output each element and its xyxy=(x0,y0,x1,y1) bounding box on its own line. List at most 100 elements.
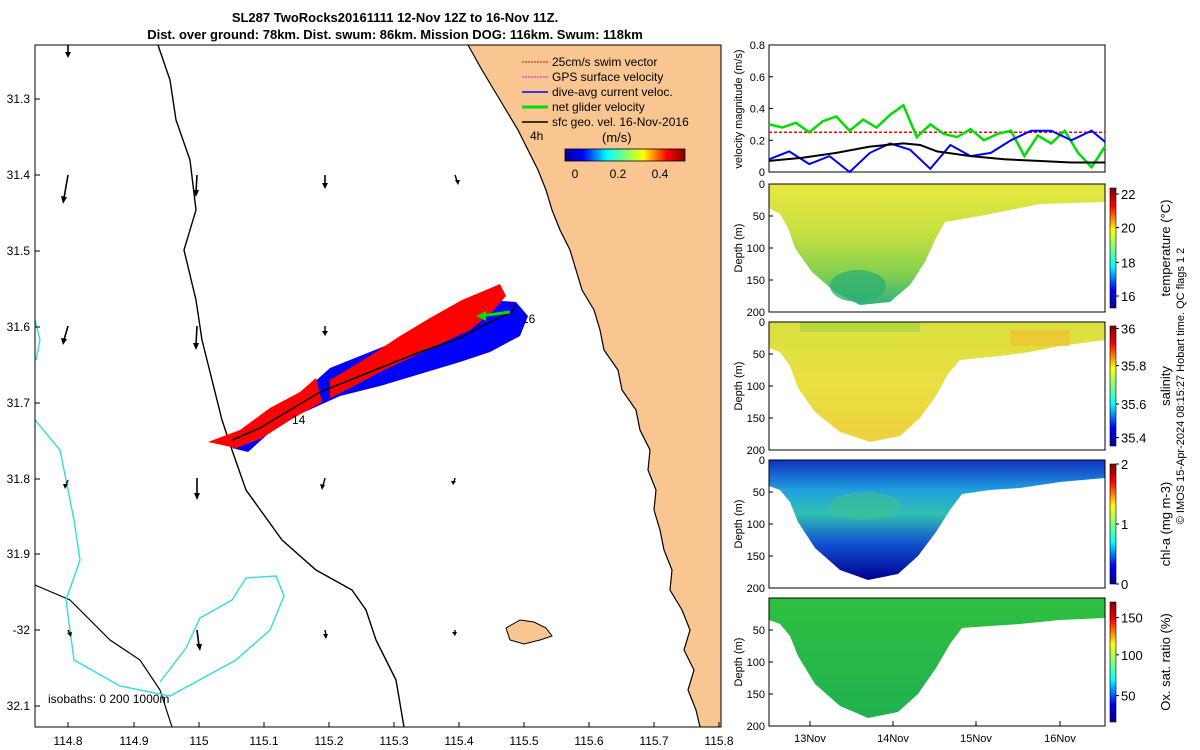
chla-colorbar-label: chl-a (mg m-3) xyxy=(1158,482,1173,567)
map-x-tick-label: 114.9 xyxy=(119,734,148,748)
chla-colorbar xyxy=(1109,463,1117,585)
map-y-tick-label: 31.3 xyxy=(7,92,31,106)
colorbar-tick-label: 35.6 xyxy=(1121,397,1146,412)
oxygen-colorbar xyxy=(1109,601,1117,723)
velocity-line-dive-avg-current-veloc- xyxy=(768,129,1106,174)
isobath-shallow xyxy=(157,45,405,727)
map-frame xyxy=(34,44,722,728)
salinity-high-patch xyxy=(1010,330,1070,346)
velocity-panel: 0 0.2 0.4 0.6 0.8 velocity magnitude (m/s) xyxy=(733,40,1107,179)
legend-label-swim: 25cm/s swim vector xyxy=(552,55,657,69)
section-y-tick-label: 0 xyxy=(759,317,765,329)
figure-title-line1: SL287 TwoRocks20161111 12-Nov 12Z to 16-… xyxy=(231,10,559,25)
salinity-colorbar xyxy=(1109,325,1117,447)
legend-label-gps: GPS surface velocity xyxy=(552,70,663,84)
map-x-tick-label: 115 xyxy=(189,734,208,748)
geo-arrow xyxy=(194,478,200,500)
geo-arrow xyxy=(454,174,460,185)
colorbar-units: (m/s) xyxy=(602,130,632,145)
salinity-colorbar-label: salinity xyxy=(1158,366,1173,406)
geo-arrow xyxy=(322,326,328,336)
time-axis: 13Nov 14Nov 15Nov 16Nov xyxy=(794,721,1076,745)
velocity-y-ticks: 0 0.2 0.4 0.6 0.8 xyxy=(750,40,773,179)
land-area xyxy=(468,45,721,727)
colorbar-tick-label: 35.8 xyxy=(1121,359,1146,374)
temperature-cool-patch xyxy=(830,270,886,302)
time-tick-label: 14Nov xyxy=(877,733,909,745)
glider-path xyxy=(231,303,517,441)
geo-arrow xyxy=(193,325,199,350)
velocity-y-tick-label: 0 xyxy=(759,167,765,179)
isobath-deep-west xyxy=(35,584,173,727)
map-x-tick-label: 114.8 xyxy=(53,734,82,748)
velocity-line-net-glider-velocity xyxy=(768,103,1107,170)
temperature-colorbar xyxy=(1109,187,1117,309)
section-y-tick-label: 100 xyxy=(747,381,765,393)
footer-timestamp: © IMOS 15-Apr-2024 08:15:27 Hobart time.… xyxy=(1175,248,1187,525)
section-ylabel: Depth (m) xyxy=(733,638,745,687)
map-y-tick-label: 32.1 xyxy=(7,699,31,713)
section-y-tick-label: 200 xyxy=(747,721,765,733)
geo-arrow xyxy=(320,477,326,490)
day-label-16: 16 xyxy=(522,312,536,326)
isobaths-note: isobaths: 0 200 1000m xyxy=(48,692,169,706)
section-y-tick-label: 150 xyxy=(747,413,765,425)
colorbar-tick-label: 35.4 xyxy=(1121,431,1146,446)
colorbar-tick-label: 20 xyxy=(1121,221,1135,236)
temperature-colorbar-label: temperature (°C) xyxy=(1158,200,1173,297)
map-x-tick-label: 115.6 xyxy=(574,734,603,748)
map-x-tick-label: 115.1 xyxy=(249,734,278,748)
geo-arrow xyxy=(196,629,202,651)
colorbar-tick: 0 xyxy=(572,167,579,181)
colorbar-tick-label: 18 xyxy=(1121,255,1135,270)
oxygen-section xyxy=(769,598,1105,718)
rottnest-island xyxy=(505,619,553,645)
velocity-y-tick-label: 0.6 xyxy=(750,72,765,84)
colorbar-tick: 0.2 xyxy=(610,167,627,181)
map-y-tick-label: 31.9 xyxy=(7,547,31,561)
time-tick-label: 13Nov xyxy=(794,733,826,745)
map-x-ticks: 114.8 114.9 115 115.1 115.2 115.3 115.4 115.5 11… xyxy=(53,722,734,748)
geo-arrow xyxy=(61,174,69,204)
section-y-tick-label: 150 xyxy=(747,551,765,563)
colorbar-tick-label: 1 xyxy=(1121,517,1128,532)
map-x-tick-label: 115.2 xyxy=(314,734,343,748)
speed-colorbar: (m/s) 0 0.2 0.4 xyxy=(564,130,686,181)
section-y-tick-label: 200 xyxy=(747,583,765,595)
oxygen-colorbar-label: Ox. sat. ratio (%) xyxy=(1158,613,1173,711)
map-y-tick-label: 31.6 xyxy=(7,320,31,334)
section-y-tick-label: 0 xyxy=(759,455,765,467)
velocity-frame xyxy=(768,44,1106,173)
chla-panel xyxy=(768,459,1106,589)
colorbar-tick: 0.4 xyxy=(652,167,669,181)
time-tick-label: 16Nov xyxy=(1044,733,1076,745)
geo-arrow xyxy=(452,630,457,636)
section-ylabel: Depth (m) xyxy=(733,500,745,549)
swim-vectors-band xyxy=(208,284,506,448)
day-label-14: 14 xyxy=(292,413,306,427)
velocity-y-tick-label: 0.8 xyxy=(750,40,765,52)
velocity-series xyxy=(768,103,1107,174)
section-ylabel: Depth (m) xyxy=(733,362,745,411)
velocity-ylabel: velocity magnitude (m/s) xyxy=(733,49,745,168)
legend-item-gps: GPS surface velocity xyxy=(522,70,663,84)
geostrophic-arrows xyxy=(61,45,460,651)
geo-arrow xyxy=(61,325,69,345)
section-y-tick-label: 100 xyxy=(747,657,765,669)
section-y-tick-label: 200 xyxy=(747,445,765,457)
temperature-panel xyxy=(768,183,1106,313)
map-panel: 4h 16 14 114.8 114.9 115 115.1 115.2 115.3 115… xyxy=(7,44,734,748)
section-y-tick-label: 0 xyxy=(759,179,765,191)
colorbar-tick-label: 16 xyxy=(1121,289,1135,304)
colorbar-ramp xyxy=(564,148,686,162)
salinity-section xyxy=(769,322,1105,442)
geo-arrow xyxy=(63,479,69,489)
legend-label-net: net glider velocity xyxy=(552,100,645,114)
velocity-y-tick-label: 0.4 xyxy=(750,104,765,116)
map-y-tick-label: 31.7 xyxy=(7,396,31,410)
map-y-tick-label: 31.4 xyxy=(7,168,31,182)
section-y-tick-label: 200 xyxy=(747,307,765,319)
section-ylabel: Depth (m) xyxy=(733,224,745,273)
glider-track xyxy=(208,284,528,452)
